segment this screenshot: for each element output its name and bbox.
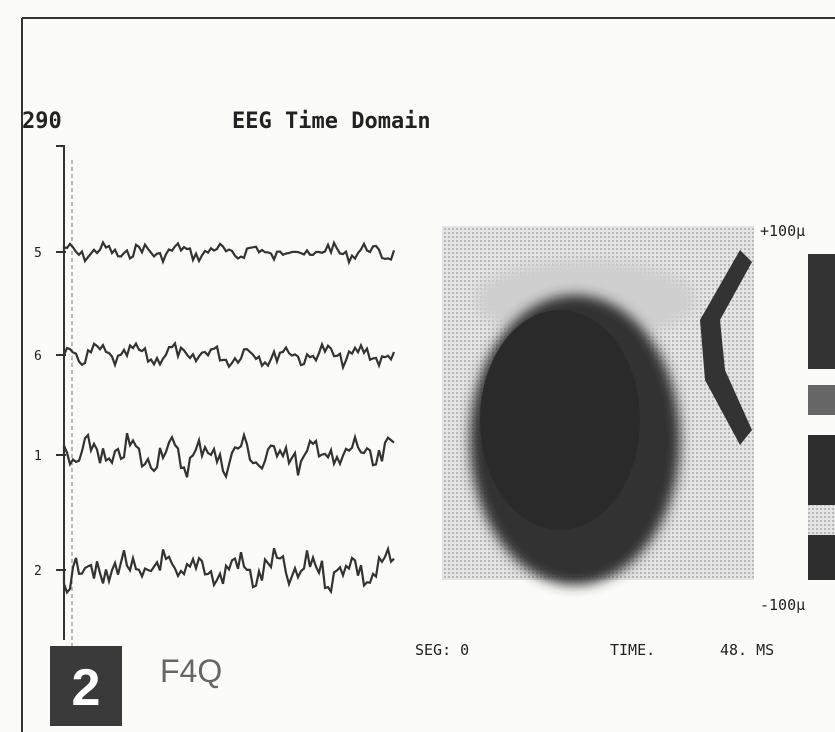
panel-number: 2 [72,659,101,717]
scale-bar [808,505,835,535]
map-region [480,310,640,530]
axis-line [56,145,65,640]
eeg-traces: 5 6 1 2 [34,239,396,595]
segment: SEG: 0 [415,641,469,659]
time-value: 48. MS [720,641,774,659]
time-label: TIME. [610,641,655,659]
channel-label: 1 [34,449,42,464]
eeg-trace [62,340,396,372]
eeg-trace [62,545,395,595]
eeg-trace [62,431,395,480]
map-region [700,250,752,445]
scale-bar [808,254,835,369]
panel-label: F4Q [160,653,222,689]
eeg-trace [62,239,396,266]
channel-label: 5 [34,246,42,261]
brain-map [442,226,754,585]
scale-bar [808,385,835,415]
panel-badge [50,646,122,726]
scale-max: +100µ [760,222,805,240]
header-value: 290 [22,109,62,134]
title: EEG Time Domain [232,109,431,134]
channel-label: 6 [34,349,42,364]
channel-label: 2 [34,564,42,579]
scale-min: -100µ [760,596,805,614]
